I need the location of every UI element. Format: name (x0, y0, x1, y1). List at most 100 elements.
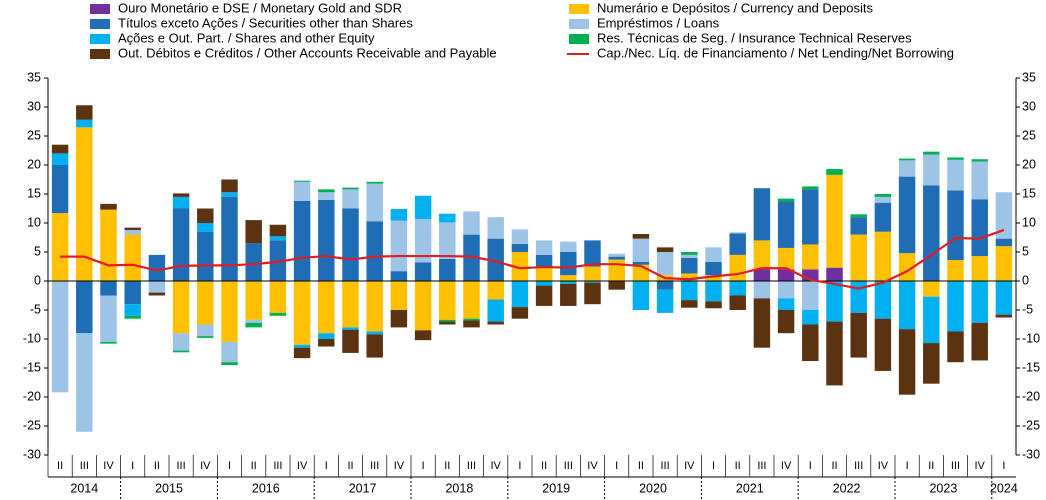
bar (293, 347, 311, 359)
y2-tick-label: 15 (1022, 186, 1036, 200)
bar (463, 318, 480, 321)
bar (245, 322, 262, 328)
bar (269, 312, 287, 316)
x-tick-label: III (177, 460, 186, 472)
legend-label: Numerário e Depósitos / Currency and Dep… (597, 0, 874, 15)
bar (777, 298, 795, 310)
bar (995, 314, 1013, 318)
bar (560, 283, 577, 306)
bar (777, 269, 795, 281)
bar (390, 271, 408, 281)
x-tick-label: II (347, 460, 353, 472)
bar (293, 200, 311, 281)
x-tick-label: I (422, 460, 425, 472)
bar (366, 181, 383, 184)
bar (826, 174, 843, 268)
bar (269, 236, 287, 241)
bar (197, 231, 214, 281)
x-tick-label: III (370, 460, 379, 472)
y-tick-label: -20 (23, 389, 41, 403)
bar (874, 194, 892, 197)
bar (414, 218, 432, 263)
bar (681, 273, 698, 281)
bar (802, 189, 819, 245)
bar (172, 193, 190, 197)
bar (535, 240, 553, 255)
bar (608, 281, 625, 290)
x-tick-label: II (831, 460, 837, 472)
bar (221, 179, 238, 193)
bar (51, 213, 69, 281)
y2-tick-label: -15 (1022, 360, 1040, 374)
bar (923, 343, 940, 384)
y2-tick-label: -20 (1022, 389, 1040, 403)
bar (874, 202, 892, 232)
bar (100, 209, 117, 281)
bar (535, 266, 553, 281)
bar (681, 252, 698, 255)
x-tick-label: III (661, 460, 670, 472)
bar (656, 252, 674, 276)
bar (221, 341, 238, 363)
x-tick-label: IV (103, 460, 114, 472)
y2-tick-label: -10 (1022, 331, 1040, 345)
bar (681, 281, 698, 301)
bar (729, 254, 746, 281)
bar (390, 209, 408, 221)
bar (51, 281, 69, 393)
bar (172, 196, 190, 209)
bar (898, 158, 916, 161)
bar (511, 281, 529, 308)
bar (584, 282, 601, 305)
bar (656, 281, 674, 290)
bar (124, 227, 141, 230)
x-tick-label: IV (684, 460, 695, 472)
bar (148, 281, 166, 293)
bar (632, 261, 650, 265)
bar (729, 295, 746, 310)
bar (124, 304, 141, 316)
bar (802, 310, 819, 325)
bar (850, 217, 867, 235)
y-tick-label: 25 (27, 128, 41, 142)
legend-label: Out. Débitos e Créditos / Other Accounts… (118, 45, 497, 60)
x-tick-label: II (928, 460, 934, 472)
y2-tick-label: -5 (1022, 302, 1033, 316)
bar (269, 240, 287, 281)
bar (923, 296, 940, 344)
bar (342, 208, 359, 281)
y2-tick-label: 5 (1022, 244, 1029, 258)
bar (705, 247, 722, 262)
x-tick-label: I (906, 460, 909, 472)
bar (245, 319, 262, 323)
bar (777, 198, 795, 202)
legend-swatch (90, 4, 110, 14)
bar (172, 350, 190, 353)
x-tick-label: III (854, 460, 863, 472)
x-tick-label: IV (490, 460, 501, 472)
bar (148, 292, 166, 296)
legend-swatch (90, 19, 110, 29)
bar (318, 281, 335, 334)
bar (705, 301, 722, 309)
bar (632, 238, 650, 262)
bar (729, 232, 746, 234)
bar (947, 190, 964, 261)
bar (729, 281, 746, 296)
line (60, 228, 1005, 290)
x-tick-label: II (638, 460, 644, 472)
x-tick-label: II (251, 460, 257, 472)
bar (826, 169, 843, 175)
bar (608, 253, 625, 257)
bar (777, 310, 795, 334)
bar (947, 260, 964, 281)
bar (777, 281, 795, 299)
y-tick-label: -10 (23, 331, 41, 345)
bar (923, 185, 940, 281)
bar (923, 154, 940, 186)
bar (366, 221, 383, 281)
year-label: 2024 (990, 481, 1018, 495)
y-tick-label: 0 (34, 273, 41, 287)
bar (898, 329, 916, 395)
